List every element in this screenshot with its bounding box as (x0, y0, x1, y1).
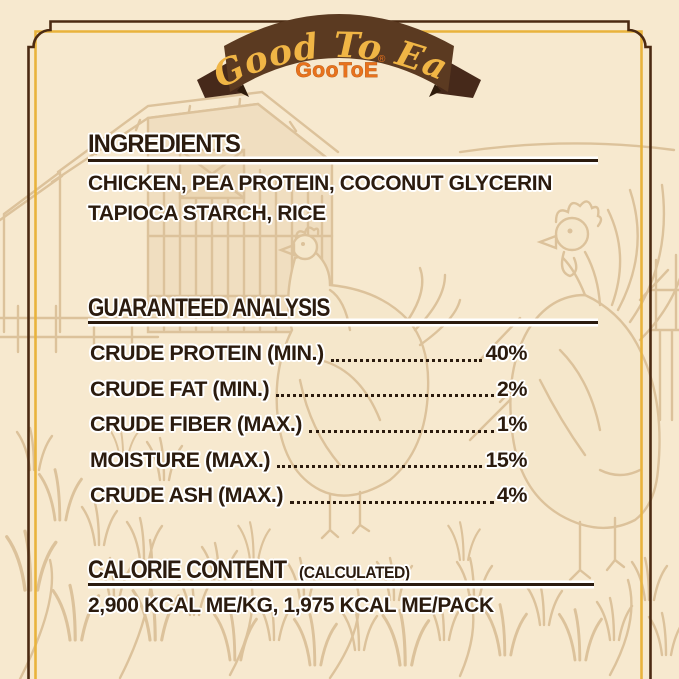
rooster-illustration (509, 183, 679, 582)
ingredients-line-2: TAPIOCA STARCH, RICE (88, 202, 326, 225)
analysis-value: 15% (485, 447, 527, 472)
analysis-value: 4% (496, 483, 528, 507)
analysis-row: CRUDE ASH (MAX.) 4% (90, 471, 528, 507)
analysis-row: CRUDE FIBER (MAX.) 1% (90, 400, 528, 436)
guaranteed-analysis-divider (88, 321, 598, 324)
coop-illustration (648, 253, 679, 422)
analysis-label: CRUDE FIBER (MAX.) (90, 412, 302, 436)
registered-trademark-icon: ® (378, 54, 386, 65)
analysis-row: MOISTURE (MAX.) 15% (90, 436, 527, 472)
ribbon-banner: Good To Eat GooToE ® (0, 0, 481, 98)
ribbon-band (224, 14, 454, 92)
brand-logo: GooToE (295, 59, 378, 82)
calorie-divider (88, 583, 594, 586)
dotted-leader (308, 429, 494, 433)
dotted-leader (276, 394, 494, 397)
analysis-label: CRUDE ASH (MAX.) (90, 483, 284, 507)
calorie-heading-row: CALORIE CONTENT (CALCULATED) (88, 556, 420, 585)
ingredients-line-1: CHICKEN, PEA PROTEIN, COCONUT GLYCERIN (88, 172, 552, 195)
dotted-leader (290, 500, 494, 504)
analysis-value: 1% (496, 412, 528, 436)
analysis-label: CRUDE PROTEIN (MIN.) (90, 341, 324, 365)
analysis-value: 40% (485, 341, 527, 365)
guaranteed-analysis-heading: GUARANTEED ANALYSIS (88, 294, 330, 322)
ribbon-left-fold (237, 84, 249, 97)
analysis-label: CRUDE FAT (MIN.) (90, 376, 270, 401)
grass-strokes (18, 538, 633, 679)
guaranteed-analysis-table: CRUDE PROTEIN (MIN.) 40% CRUDE FAT (MIN.… (90, 329, 528, 507)
ribbon-right-fold (429, 84, 441, 97)
analysis-value: 2% (496, 376, 528, 401)
calorie-heading: CALORIE CONTENT (88, 556, 287, 584)
calorie-line: 2,900 KCAL ME/KG, 1,975 KCAL ME/PACK (88, 594, 494, 617)
hen-illustration (275, 226, 462, 540)
dotted-leader (330, 358, 483, 362)
ingredients-divider (88, 159, 598, 162)
dotted-leader (277, 465, 483, 468)
ingredients-heading: INGREDIENTS (88, 130, 241, 158)
analysis-label: MOISTURE (MAX.) (90, 447, 271, 472)
analysis-row: CRUDE PROTEIN (MIN.) 40% (90, 329, 527, 365)
analysis-row: CRUDE FAT (MIN.) 2% (90, 365, 528, 401)
horizon-line (458, 142, 676, 154)
calorie-qualifier: (CALCULATED) (299, 563, 410, 582)
